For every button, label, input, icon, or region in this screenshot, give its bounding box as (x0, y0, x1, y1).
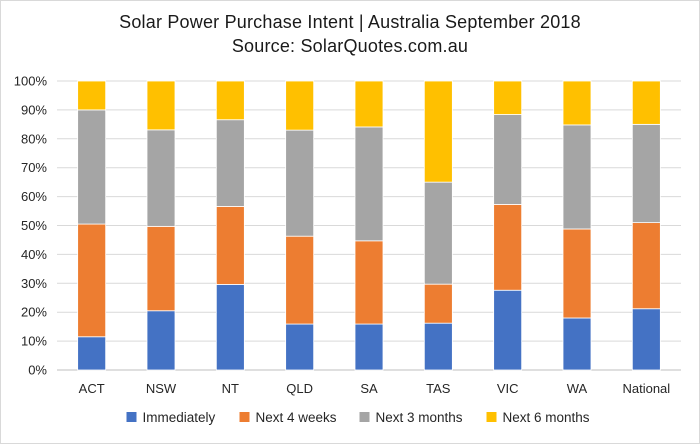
bar-segment-next-6-months (423, 80, 453, 183)
legend-swatch (126, 412, 137, 422)
bar-segment-next-6-months (285, 80, 315, 131)
bar-segment-next-3-months (285, 129, 315, 237)
bar-segment-next-4-weeks (77, 223, 107, 338)
y-tick-label: 70% (21, 160, 47, 175)
bar-segment-immediately (562, 317, 592, 371)
x-tick-label: NT (222, 381, 239, 396)
chart-subtitle: Source: SolarQuotes.com.au (231, 36, 469, 56)
bar-segment-next-4-weeks (631, 222, 661, 310)
y-tick-label: 20% (21, 305, 47, 320)
y-tick-label: 80% (21, 131, 47, 146)
bar-segment-next-3-months (562, 124, 592, 230)
bar-segment-next-6-months (493, 80, 523, 115)
bar-segment-next-3-months (493, 114, 523, 205)
legend-swatch (486, 412, 497, 422)
y-tick-label: 10% (21, 334, 47, 349)
bar-segment-next-6-months (146, 80, 176, 131)
bar-segment-next-6-months (354, 80, 384, 128)
y-tick-label: 50% (21, 218, 47, 233)
y-tick-label: 100% (14, 74, 48, 89)
bar-segment-next-6-months (631, 80, 661, 125)
legend-label: Next 3 months (376, 410, 463, 425)
chart-title: Solar Power Purchase Intent | Australia … (119, 12, 581, 32)
bar-segment-next-3-months (215, 119, 245, 207)
y-tick-label: 40% (21, 247, 47, 262)
bar-segment-next-3-months (354, 126, 384, 242)
y-tick-label: 0% (28, 363, 47, 378)
x-tick-label: QLD (286, 381, 313, 396)
legend-label: Immediately (143, 410, 216, 425)
bar-segment-next-3-months (423, 181, 453, 285)
bar-segment-immediately (215, 284, 245, 371)
bar-segment-next-4-weeks (146, 225, 176, 312)
bar-segment-immediately (146, 310, 176, 371)
bar-segment-next-4-weeks (285, 235, 315, 325)
x-tick-label: WA (567, 381, 588, 396)
bar-segment-next-6-months (562, 80, 592, 126)
bar-segment-immediately (631, 308, 661, 371)
y-tick-label: 60% (21, 189, 47, 204)
bar-segment-next-6-months (77, 80, 107, 111)
bar-segment-next-4-weeks (215, 206, 245, 285)
x-tick-label: NSW (146, 381, 177, 396)
bar-segment-next-3-months (77, 109, 107, 225)
bar-segment-next-4-weeks (493, 204, 523, 291)
x-tick-label: TAS (426, 381, 451, 396)
bar-segment-next-6-months (215, 80, 245, 121)
y-tick-label: 90% (21, 102, 47, 117)
legend-swatch (359, 412, 370, 422)
bar-segment-immediately (285, 323, 315, 371)
x-tick-label: ACT (79, 381, 105, 396)
legend-swatch (239, 412, 250, 422)
bar-segment-immediately (423, 322, 453, 371)
legend-label: Next 4 weeks (256, 410, 337, 425)
bar-segment-next-3-months (631, 123, 661, 224)
bar-segment-next-3-months (146, 129, 176, 227)
bar-segment-next-4-weeks (423, 283, 453, 324)
bar-segment-next-4-weeks (354, 240, 384, 325)
x-tick-label: VIC (497, 381, 519, 396)
bar-segment-immediately (354, 323, 384, 371)
bar-segment-immediately (77, 336, 107, 371)
bar-segment-next-4-weeks (562, 228, 592, 319)
x-tick-label: SA (360, 381, 378, 396)
y-tick-label: 30% (21, 276, 47, 291)
bar-segment-immediately (493, 289, 523, 371)
x-tick-label: National (622, 381, 670, 396)
legend-label: Next 6 months (503, 410, 590, 425)
